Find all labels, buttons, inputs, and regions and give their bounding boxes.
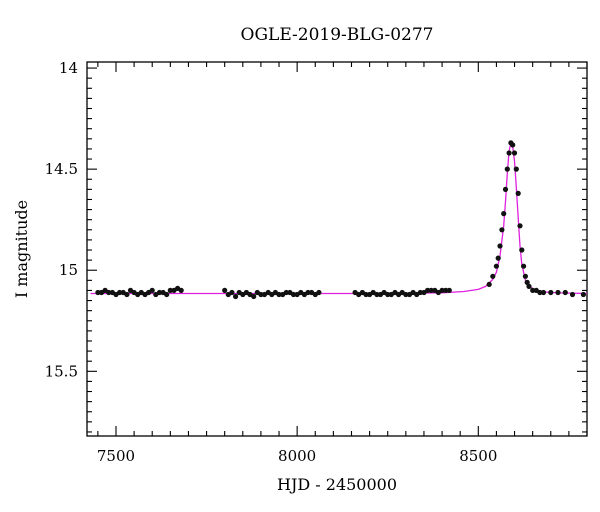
- y-tick-label: 14.5: [45, 160, 78, 178]
- data-point: [446, 287, 452, 293]
- data-point: [493, 263, 499, 269]
- data-point: [403, 291, 409, 298]
- data-point: [156, 289, 163, 296]
- y-tick-label: 15.5: [45, 362, 78, 380]
- axis-ticks: [87, 62, 588, 436]
- data-point: [486, 281, 492, 287]
- model-curve: [90, 140, 588, 295]
- data-point: [521, 263, 527, 269]
- data-point: [548, 289, 554, 296]
- data-point: [164, 291, 170, 298]
- x-axis-label: HJD - 2450000: [277, 475, 397, 494]
- data-point: [233, 293, 239, 300]
- data-point: [439, 287, 445, 293]
- data-point: [428, 287, 434, 293]
- data-point: [510, 142, 516, 148]
- x-tick-label: 7500: [97, 447, 135, 465]
- data-point: [526, 283, 532, 289]
- data-point: [258, 291, 264, 298]
- data-point: [490, 273, 496, 279]
- data-point: [506, 150, 512, 156]
- data-point: [374, 291, 380, 298]
- data-point: [530, 287, 536, 293]
- data-point: [517, 223, 523, 229]
- x-tick-label: 8000: [278, 447, 316, 465]
- data-point: [178, 287, 184, 293]
- data-point: [513, 166, 519, 172]
- data-point: [562, 289, 568, 296]
- data-point: [537, 289, 543, 296]
- y-tick-label: 14: [59, 59, 78, 77]
- data-point: [569, 291, 576, 298]
- data-point: [522, 273, 529, 279]
- data-point: [316, 289, 322, 296]
- data-point: [363, 291, 369, 298]
- data-point: [580, 291, 587, 298]
- data-points: [95, 140, 587, 300]
- data-point: [497, 243, 503, 249]
- data-point: [106, 289, 112, 296]
- data-point: [540, 289, 547, 296]
- chart-title: OGLE-2019-BLG-0277: [241, 25, 434, 45]
- data-point: [385, 291, 391, 298]
- data-point: [95, 289, 101, 296]
- data-point: [555, 289, 561, 296]
- y-axis-label: I magnitude: [12, 200, 31, 298]
- data-point: [519, 247, 525, 253]
- data-point: [417, 289, 423, 296]
- data-point: [124, 291, 130, 298]
- x-tick-label: 8500: [459, 447, 497, 465]
- model-curve-line: [90, 140, 588, 295]
- data-point: [499, 227, 505, 233]
- data-point: [251, 293, 257, 300]
- data-point: [305, 289, 311, 296]
- data-point: [229, 289, 235, 296]
- data-point: [283, 289, 289, 296]
- data-point: [504, 166, 510, 172]
- data-point: [511, 150, 518, 156]
- data-point: [290, 291, 297, 298]
- data-point: [222, 287, 228, 293]
- data-point: [276, 291, 282, 298]
- data-point: [495, 255, 501, 261]
- y-tick-label: 15: [59, 261, 78, 279]
- data-point: [502, 186, 509, 192]
- data-point: [117, 289, 123, 296]
- data-point: [515, 190, 521, 196]
- data-point: [501, 211, 507, 217]
- data-point: [443, 287, 449, 293]
- data-point: [524, 279, 530, 285]
- tick-labels: 7500 8000 8500 14 14.5 15 15.5: [45, 59, 498, 465]
- data-point: [149, 287, 155, 293]
- data-point: [167, 287, 173, 293]
- plot-frame: [86, 61, 588, 437]
- data-point: [425, 287, 431, 293]
